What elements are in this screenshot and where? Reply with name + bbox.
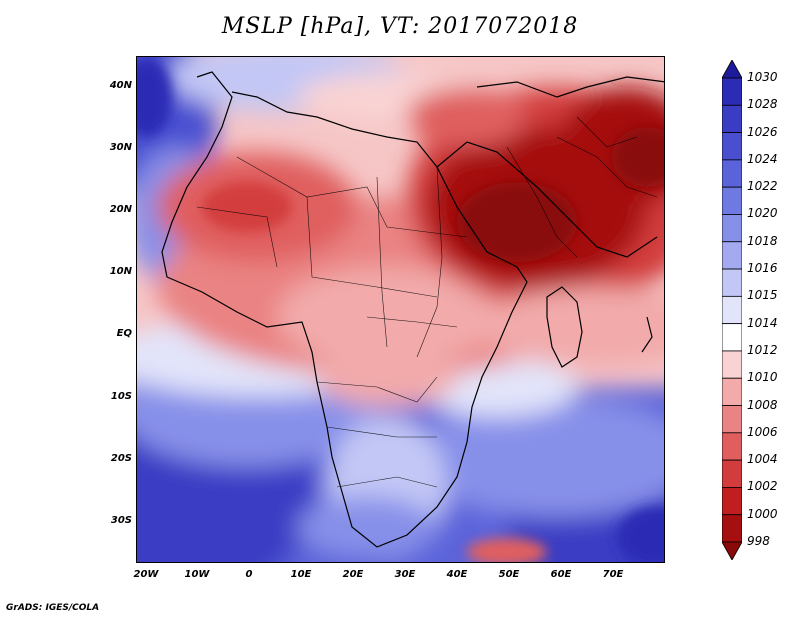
lat-label-10n: 10N: [109, 266, 132, 277]
colorbar-label: 1010: [747, 370, 778, 385]
colorbar-label: 1024: [747, 151, 778, 166]
lat-label-10s: 10S: [110, 391, 132, 402]
colorbar-swatch: [722, 214, 742, 243]
colorbar-label: 1004: [747, 452, 778, 467]
colorbar-label: 1030: [747, 70, 778, 84]
lat-label-eq: EQ: [116, 328, 132, 339]
borders: [196, 116, 658, 488]
colorbar-label: 1018: [747, 233, 778, 248]
colorbar-label: 1006: [747, 424, 778, 439]
colorbar-label: 1022: [747, 179, 778, 194]
colorbar-label: 1012: [747, 342, 778, 357]
colorbar-swatch: [722, 405, 742, 434]
colorbar-bottom-triangle: [722, 541, 742, 560]
lon-label-50e: 50E: [498, 569, 520, 580]
colorbar-swatch: [722, 104, 742, 133]
colorbar-label: 1008: [747, 397, 778, 412]
lat-label-20n: 20N: [109, 204, 132, 215]
lon-label-10w: 10W: [184, 569, 210, 580]
colorbar-label: 1002: [747, 479, 778, 494]
lat-label-40n: 40N: [109, 80, 132, 91]
colorbar-swatch: [722, 514, 742, 543]
colorbar-label: 1026: [747, 124, 778, 139]
lon-label-60e: 60E: [550, 569, 572, 580]
pressure-field-detail: [137, 57, 664, 562]
colorbar-swatch: [722, 487, 742, 516]
lat-label-30n: 30N: [109, 142, 132, 153]
colorbar-swatch: [722, 377, 742, 406]
lon-label-30e: 30E: [394, 569, 416, 580]
lat-label-20s: 20S: [110, 453, 132, 464]
colorbar-label: 1028: [747, 97, 778, 112]
colorbar-swatch: [722, 459, 742, 488]
colorbar-swatch: [722, 295, 742, 325]
lon-label-0: 0: [245, 569, 253, 580]
colorbar-swatch: [722, 159, 742, 188]
pressure-map: [136, 56, 665, 563]
colorbar-label: 1020: [747, 206, 778, 221]
lon-label-40e: 40E: [446, 569, 468, 580]
lon-label-10e: 10E: [290, 569, 312, 580]
colorbar-top-triangle: [722, 60, 742, 79]
colorbar-label: 1015: [747, 288, 778, 303]
lon-label-70e: 70E: [602, 569, 624, 580]
coastlines: [161, 71, 664, 548]
lon-label-20e: 20E: [342, 569, 364, 580]
colorbar-swatch: [722, 186, 742, 215]
lat-label-30s: 30S: [110, 515, 132, 526]
pressure-field: [137, 57, 664, 562]
colorbar-swatch: [722, 268, 742, 297]
colorbar-swatch: [722, 77, 742, 106]
pressure-map-svg: [137, 57, 664, 562]
colorbar-swatch: [722, 350, 742, 379]
grads-credit: GrADS: IGES/COLA: [6, 603, 100, 613]
colorbar-swatch: [722, 432, 742, 461]
colorbar-label: 1000: [747, 506, 778, 521]
map-title: MSLP [hPa], VT: 2017072018: [221, 14, 579, 39]
colorbar-swatch: [722, 241, 742, 270]
colorbar-swatch: [722, 323, 742, 352]
colorbar-label: 1016: [747, 261, 778, 276]
lon-label-20w: 20W: [133, 569, 159, 580]
colorbar-label: 1014: [747, 315, 778, 330]
colorbar-swatch: [722, 132, 742, 161]
colorbar-label: 998: [747, 534, 770, 548]
colorbar: [722, 60, 742, 560]
